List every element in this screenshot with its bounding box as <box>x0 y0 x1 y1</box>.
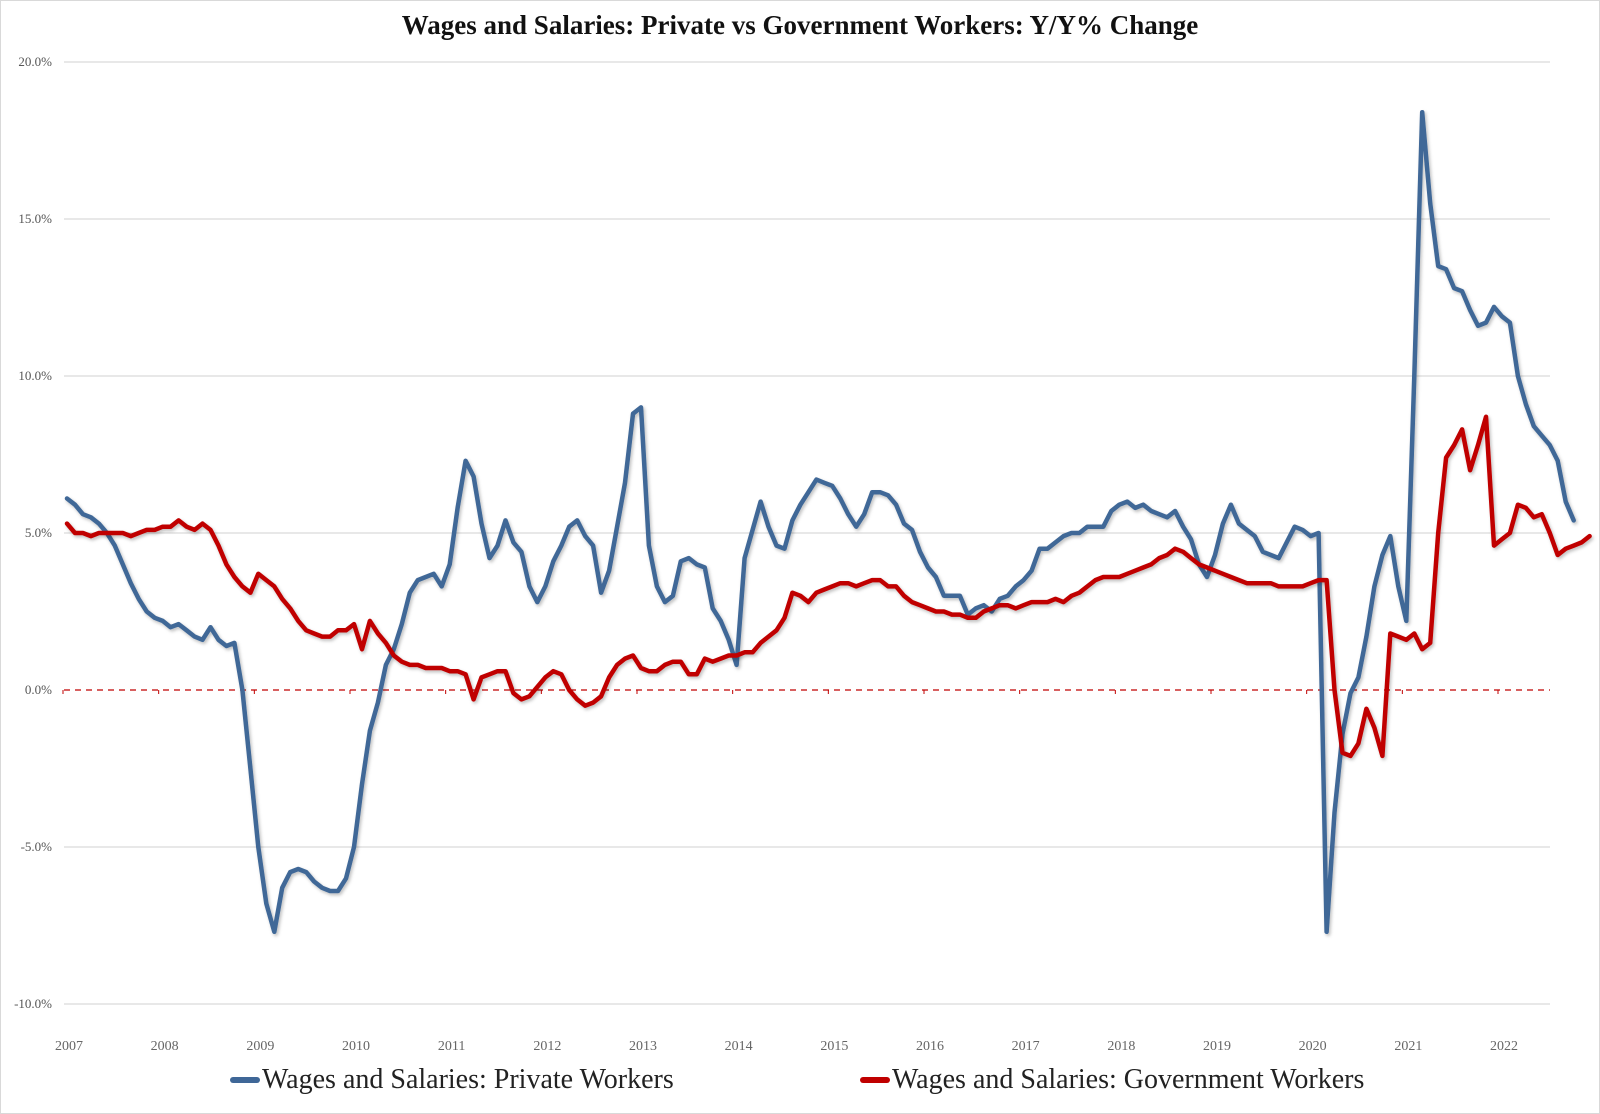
x-tick-label: 2013 <box>629 1039 657 1054</box>
y-tick-label: 15.0% <box>18 211 52 226</box>
x-tick-label: 2016 <box>916 1039 944 1054</box>
x-tick-label: 2018 <box>1107 1039 1135 1054</box>
x-tick-label: 2014 <box>725 1039 753 1054</box>
y-axis-ticks: -10.0% -5.0% 0.0% 5.0% 10.0% 15.0% 20.0% <box>14 54 52 1011</box>
legend-item-private: Wages and Salaries: Private Workers <box>230 1064 674 1096</box>
gridlines <box>64 61 1550 1005</box>
x-tick-label: 2007 <box>55 1039 83 1054</box>
series-lines <box>64 109 1592 935</box>
y-tick-label: -5.0% <box>21 839 53 854</box>
x-axis-ticks: 2007 2008 2009 2010 2011 2012 2013 2014 2015 2016… <box>55 1039 1518 1054</box>
x-tick-label: 2010 <box>342 1039 370 1054</box>
x-tick-label: 2015 <box>820 1039 848 1054</box>
y-tick-label: -10.0% <box>14 996 52 1011</box>
x-tick-label: 2019 <box>1203 1039 1231 1054</box>
x-tick-label: 2012 <box>533 1039 561 1054</box>
legend-swatch-government <box>860 1077 890 1083</box>
zero-reference-line <box>62 689 1550 694</box>
x-tick-label: 2021 <box>1394 1039 1422 1054</box>
series-line-private <box>64 109 1576 935</box>
x-tick-label: 2009 <box>246 1039 274 1054</box>
series-line-government <box>64 414 1592 759</box>
x-tick-label: 2011 <box>438 1039 465 1054</box>
legend-label-private: Wages and Salaries: Private Workers <box>262 1064 674 1095</box>
x-tick-label: 2008 <box>151 1039 179 1054</box>
x-tick-label: 2020 <box>1299 1039 1327 1054</box>
y-tick-label: 10.0% <box>18 368 52 383</box>
legend-swatch-private <box>230 1077 260 1083</box>
y-tick-label: 5.0% <box>25 525 52 540</box>
legend-label-government: Wages and Salaries: Government Workers <box>892 1064 1365 1095</box>
chart-title: Wages and Salaries: Private vs Governmen… <box>401 10 1199 40</box>
x-tick-label: 2017 <box>1012 1039 1040 1054</box>
y-tick-label: 20.0% <box>18 54 52 69</box>
x-tick-label: 2022 <box>1490 1039 1518 1054</box>
y-tick-label: 0.0% <box>25 682 52 697</box>
legend-item-government: Wages and Salaries: Government Workers <box>860 1064 1364 1096</box>
